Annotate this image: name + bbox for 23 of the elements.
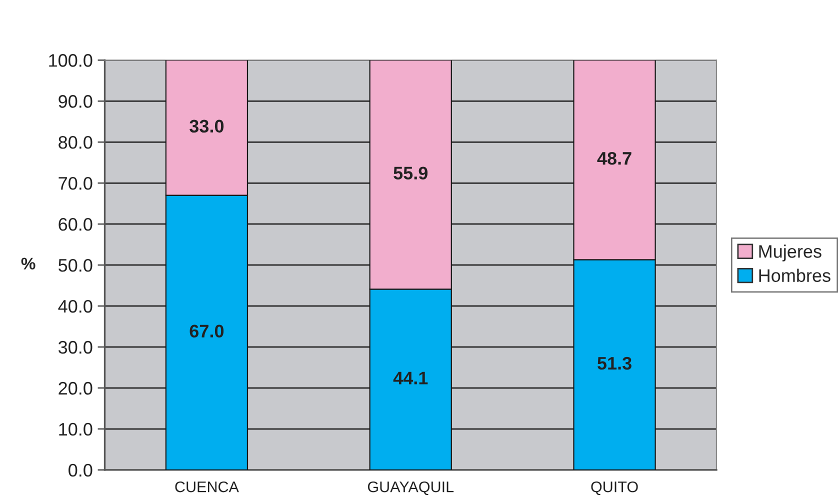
y-tick-label: 20.0 [58,382,92,395]
y-tick-label: 90.0 [58,95,92,108]
legend-label: Hombres [759,268,830,282]
data-label: 44.1 [393,372,428,384]
y-tick-label: 40.0 [58,300,92,313]
y-tick-label: 100.0 [49,54,92,67]
y-axis-title: % [21,258,36,270]
x-tick-label: QUITO [591,481,638,496]
data-label: 48.7 [597,152,632,165]
legend-label: Mujeres [759,244,822,262]
y-tick-label: 80.0 [58,136,92,149]
y-tick-label: 30.0 [58,340,92,354]
data-label: 67.0 [190,324,224,338]
y-tick-label: 10.0 [59,422,92,436]
y-tick-label: 60.0 [58,218,92,231]
x-tick-label: CUENCA [175,481,239,492]
data-label: 55.9 [394,166,428,180]
x-tick-label: GUAYAQUIL [368,481,454,496]
data-label: 51.3 [598,356,632,370]
y-tick-label: 0.0 [68,464,92,477]
data-label: 33.0 [190,120,224,133]
y-tick-label: 50.0 [58,258,92,272]
y-tick-label: 70.0 [58,177,92,190]
